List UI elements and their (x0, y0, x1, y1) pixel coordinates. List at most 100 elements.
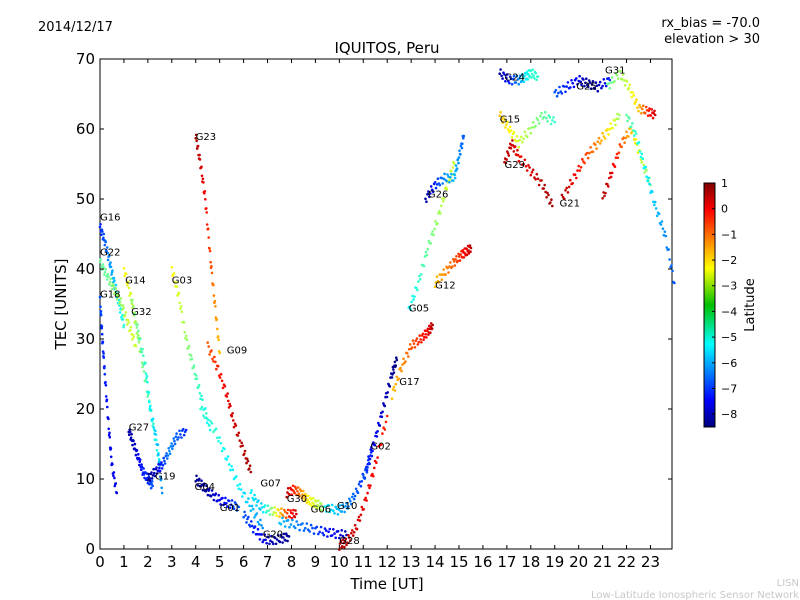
data-point (367, 458, 370, 462)
data-point (136, 323, 139, 326)
data-point (444, 273, 447, 276)
data-point (161, 463, 165, 467)
data-point (641, 107, 644, 111)
data-point (128, 430, 132, 434)
data-point (261, 510, 265, 514)
data-point (223, 384, 227, 388)
satellite-label-g26: G26 (428, 189, 448, 200)
data-point (144, 361, 147, 365)
data-point (199, 407, 202, 411)
data-point (650, 108, 653, 111)
data-point (234, 502, 238, 506)
elevation-label: elevation > 30 (664, 32, 760, 47)
data-point (365, 499, 368, 502)
data-point (395, 375, 399, 379)
data-point (535, 172, 539, 176)
data-point (394, 382, 398, 386)
data-point (606, 128, 609, 131)
axes: 0 1 2 3 4 5 6 7 8 9 10 11 12 13 14 15 16 17 18 19 20 21 22 2301… (76, 50, 672, 571)
y-tick-label: 0 (85, 540, 95, 558)
data-point (393, 360, 397, 364)
data-point (429, 192, 432, 195)
data-point (364, 468, 367, 472)
data-point (453, 176, 457, 180)
data-point (136, 336, 139, 339)
data-point (235, 475, 238, 478)
data-point (365, 471, 369, 474)
data-point (133, 442, 137, 446)
data-point (653, 113, 657, 117)
data-point (113, 484, 117, 488)
data-point (448, 265, 451, 268)
data-point (571, 182, 574, 185)
data-point (502, 116, 505, 119)
data-point (140, 463, 143, 466)
data-point (338, 542, 342, 545)
data-point (128, 428, 131, 432)
data-point (141, 365, 144, 369)
data-point (330, 503, 334, 507)
data-point (142, 467, 145, 470)
data-point (589, 87, 593, 90)
data-point (154, 429, 157, 433)
data-point (514, 81, 518, 84)
data-point (182, 321, 186, 324)
data-point (231, 412, 234, 415)
data-point (197, 386, 200, 389)
data-point (142, 473, 146, 476)
data-point (223, 447, 226, 451)
data-point (178, 429, 181, 433)
data-point (192, 364, 196, 367)
data-point (368, 486, 371, 490)
data-point (207, 424, 211, 427)
data-point (632, 138, 636, 141)
data-point (345, 543, 348, 547)
data-point (103, 243, 107, 247)
satellite-label-g19: G19 (155, 472, 175, 483)
data-point (267, 509, 271, 512)
data-point (124, 311, 128, 314)
data-point (114, 287, 118, 290)
data-point (210, 489, 214, 492)
data-point (424, 250, 428, 254)
data-point (395, 358, 399, 362)
satellite-label-g18: G18 (100, 290, 120, 301)
data-point (204, 490, 208, 493)
data-point (380, 415, 384, 419)
data-point (237, 505, 241, 509)
data-point (564, 189, 567, 192)
satellite-label-g27: G27 (129, 423, 149, 434)
data-point (122, 267, 126, 270)
data-point (196, 484, 200, 487)
x-tick-label: 3 (167, 553, 177, 571)
data-point (234, 424, 238, 427)
data-point (214, 305, 217, 308)
data-point (611, 126, 614, 130)
data-point (227, 463, 231, 466)
data-point (615, 73, 619, 77)
data-point (106, 405, 109, 409)
data-point (328, 510, 332, 514)
data-point (108, 431, 111, 435)
x-tick-label: 14 (426, 553, 445, 571)
data-point (156, 443, 160, 447)
data-point (314, 500, 318, 503)
data-point (584, 81, 587, 85)
data-point (507, 128, 510, 131)
data-point (534, 178, 537, 181)
data-point (288, 525, 291, 529)
data-point (101, 340, 105, 344)
data-point (571, 81, 574, 85)
data-point (436, 177, 440, 180)
data-point (248, 467, 251, 471)
satellite-label-g25: G25 (576, 82, 596, 93)
data-point (166, 454, 170, 457)
data-point (498, 114, 502, 117)
data-point (651, 190, 654, 194)
data-point (397, 377, 401, 381)
data-point (446, 173, 449, 176)
data-point (416, 288, 419, 292)
data-point (595, 84, 599, 87)
x-tick-label: 23 (641, 553, 660, 571)
data-point (226, 455, 230, 458)
